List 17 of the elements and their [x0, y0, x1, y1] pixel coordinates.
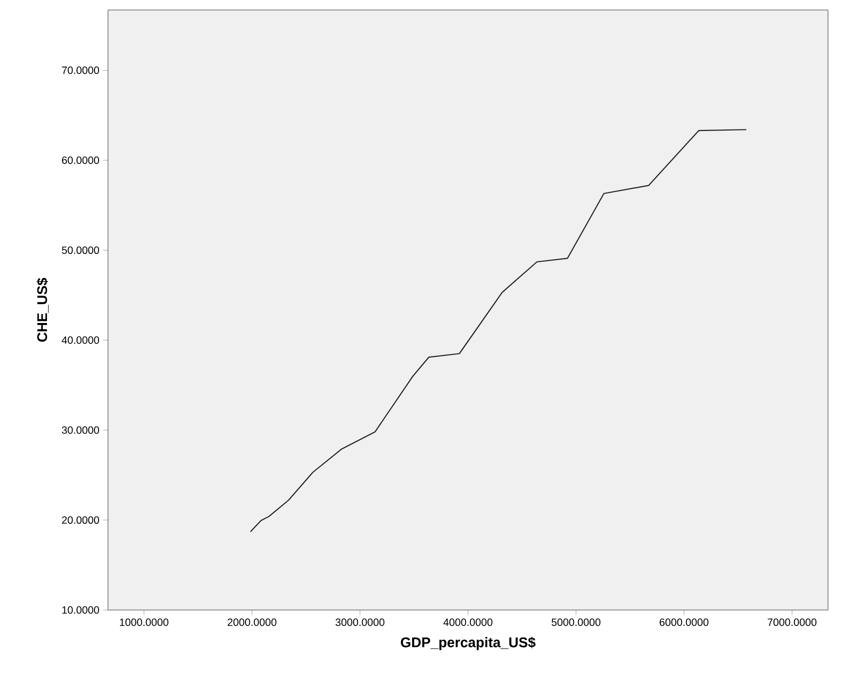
x-tick-label: 2000.0000: [228, 618, 276, 626]
y-tick-label: 10.0000: [62, 606, 100, 614]
y-tick-label: 40.0000: [62, 336, 100, 344]
y-axis-title: CHE_US$: [36, 278, 49, 342]
line-series: [250, 129, 747, 532]
x-tick-label: 1000.0000: [120, 618, 168, 626]
x-tick-label: 5000.0000: [552, 618, 600, 626]
y-tick-label: 50.0000: [62, 246, 100, 254]
y-tick-label: 60.0000: [62, 156, 100, 164]
x-axis-title: GDP_percapita_US$: [400, 636, 536, 650]
x-tick-label: 3000.0000: [336, 618, 384, 626]
y-tick-label: 20.0000: [62, 516, 100, 524]
x-tick-label: 6000.0000: [660, 618, 708, 626]
y-tick-label: 70.0000: [62, 66, 100, 74]
x-tick-label: 4000.0000: [443, 618, 492, 626]
x-tick-label: 7000.0000: [768, 618, 816, 626]
y-tick-label: 30.0000: [62, 426, 100, 434]
